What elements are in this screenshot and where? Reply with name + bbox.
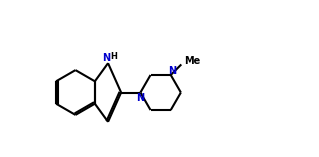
Text: N: N (168, 66, 177, 76)
Text: N: N (136, 93, 145, 103)
Text: Me: Me (184, 56, 201, 66)
Text: N: N (102, 53, 111, 63)
Text: H: H (110, 52, 117, 61)
